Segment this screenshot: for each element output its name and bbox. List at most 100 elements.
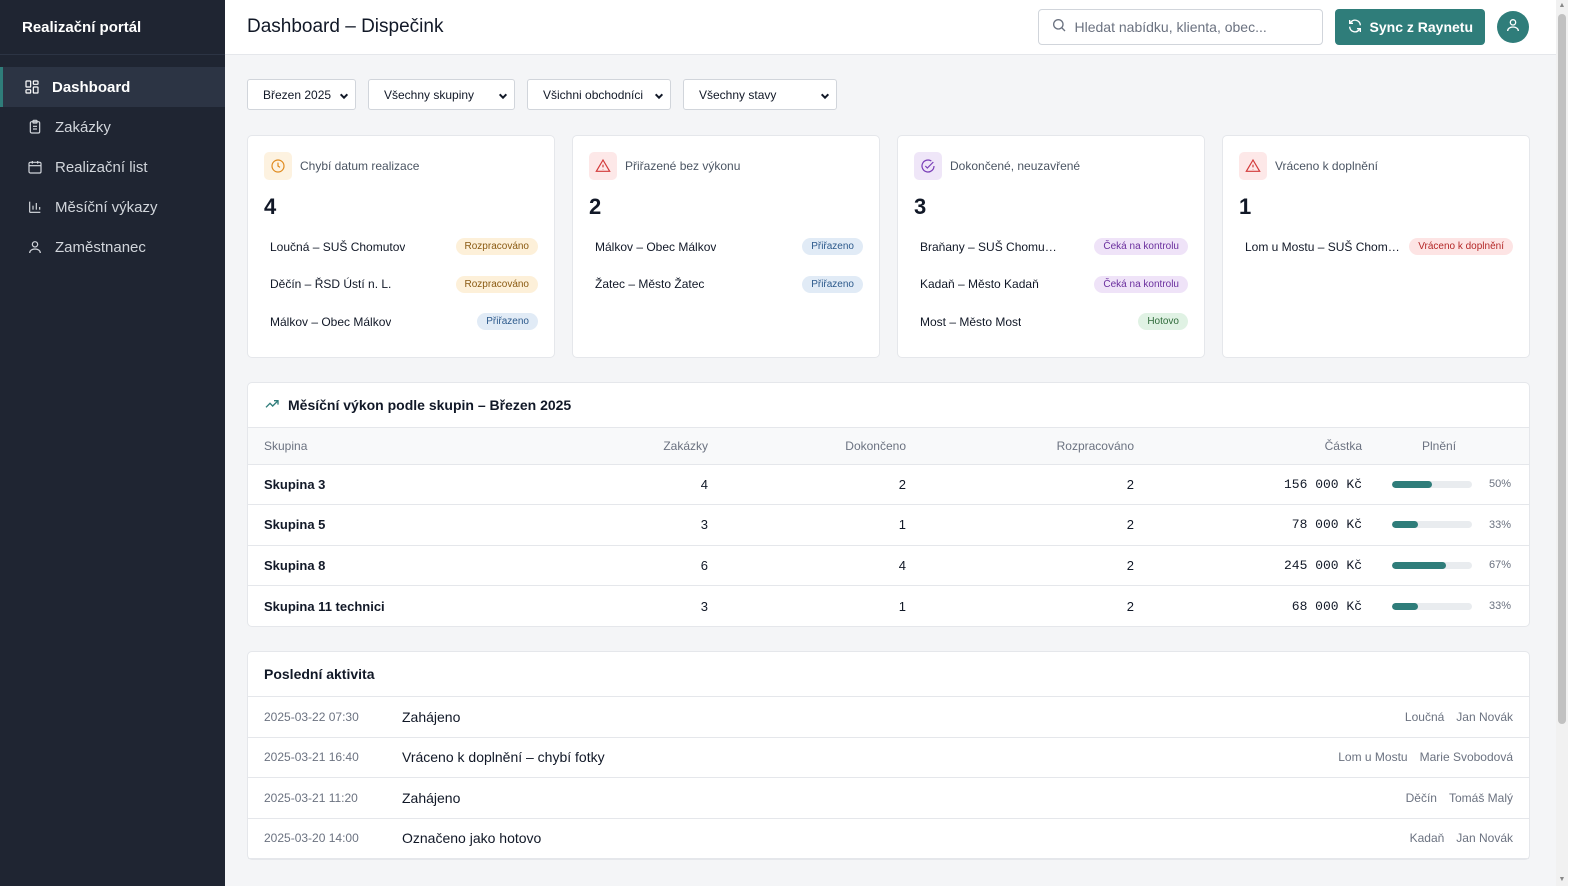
scroll-down-arrow-icon[interactable]: ▼: [1558, 876, 1566, 883]
activity-time: 2025-03-21 16:40: [264, 750, 359, 765]
performance-panel: Měsíční výkon podle skupin – Březen 2025…: [247, 382, 1530, 627]
page-title: Dashboard – Dispečink: [247, 16, 444, 37]
amount-cell: 245 000 Kč: [1134, 545, 1362, 586]
progress-percent: 67%: [1489, 559, 1512, 572]
card-row[interactable]: Loučná – SUŠ Chomutov Rozpracováno: [264, 228, 538, 266]
sidebar-item-zakazky[interactable]: Zakázky: [0, 107, 225, 147]
orders-cell: 3: [700, 598, 708, 614]
card-row[interactable]: Lom u Mostu – SUŠ Chomutov Vráceno k dop…: [1239, 228, 1513, 266]
activity-user: Tomáš Malý: [1448, 790, 1513, 805]
column-header[interactable]: Dokončeno: [708, 428, 906, 465]
done-cell: 1: [708, 504, 906, 546]
card-row[interactable]: Žatec – Město Žatec Přiřazeno: [589, 266, 863, 304]
activity-text: Vráceno k doplnění – chybí fotky: [402, 749, 605, 766]
table-row[interactable]: Skupina 3 4 2 2 156 000 Kč 50%: [248, 464, 1529, 505]
vertical-scrollbar[interactable]: ▲ ▼: [1556, 0, 1568, 886]
bar-chart-icon: [27, 199, 43, 215]
search-box[interactable]: [1037, 9, 1323, 45]
sync-button[interactable]: Sync z Raynetu: [1334, 9, 1485, 45]
progress-bar: [1392, 561, 1472, 569]
orders-cell: 4: [448, 464, 708, 505]
sales-filter[interactable]: Všichni obchodníci: [527, 79, 671, 110]
trending-up-icon: [264, 396, 288, 415]
group-cell: Skupina 8: [248, 545, 448, 586]
activity-time: 2025-03-20 14:00: [264, 831, 359, 846]
activity-panel: Poslední aktivita 2025-03-22 07:30 Zaháj…: [247, 651, 1530, 860]
sidebar-item-label: Realizační list: [55, 158, 148, 176]
state-filter[interactable]: Všechny stavy: [683, 79, 837, 110]
activity-user: Jan Novák: [1456, 709, 1513, 724]
done-cell: 4: [708, 545, 906, 586]
progress-fill: [1392, 521, 1419, 529]
status-badge: Rozpracováno: [455, 275, 538, 293]
card-count: 3: [914, 194, 927, 219]
status-badge: Přiřazeno: [802, 238, 863, 256]
sync-button-label: Sync z Raynetu: [1369, 19, 1473, 35]
activity-user: Marie Svobodová: [1419, 750, 1513, 765]
group-cell: Skupina 5: [248, 504, 448, 546]
in-progress-cell: 2: [906, 504, 1134, 546]
column-header[interactable]: Rozpracováno: [906, 428, 1134, 465]
status-badge: Čeká na kontrolu: [1094, 275, 1188, 293]
sidebar-item-dashboard[interactable]: Dashboard: [0, 67, 225, 107]
activity-place: Loučná: [1404, 709, 1445, 724]
activity-time: 2025-03-21 11:20: [264, 790, 358, 805]
done-cell: 1: [898, 598, 906, 614]
column-header[interactable]: Zakázky: [448, 428, 708, 465]
sidebar-item-realizacni-list[interactable]: Realizační list: [0, 147, 225, 187]
chevron-down-icon: [820, 90, 830, 100]
card-row[interactable]: Most – Město Most Hotovo: [914, 303, 1188, 341]
activity-row[interactable]: 2025-03-21 16:40 Vráceno k doplnění – ch…: [248, 738, 1529, 778]
in-progress-cell: 2: [906, 464, 1134, 505]
table-row[interactable]: Skupina 11 technici 3 1 2 68 000 Kč 33%: [248, 586, 1529, 627]
column-header[interactable]: Plnění: [1362, 428, 1529, 465]
column-header[interactable]: Částka: [1134, 428, 1362, 465]
app-brand: Realizační portál: [0, 0, 225, 55]
progress-fill: [1392, 602, 1419, 610]
activity-place: Lom u Mostu: [1338, 750, 1408, 765]
chevron-down-icon: [654, 90, 664, 100]
sidebar-item-label: Zaměstnanec: [55, 238, 146, 256]
main-content: Březen 2025 Všechny skupiny Všichni obch…: [247, 55, 1530, 860]
progress-bar: [1392, 480, 1472, 488]
column-header[interactable]: Skupina: [248, 428, 448, 465]
orders-cell: 6: [448, 545, 708, 586]
card-row[interactable]: Děčín – ŘSD Ústí n. L. Rozpracováno: [264, 266, 538, 304]
card-row[interactable]: Málkov – Obec Málkov Přiřazeno: [264, 303, 538, 341]
card-row[interactable]: Kadaň – Město Kadaň Čeká na kontrolu: [914, 266, 1188, 304]
search-input[interactable]: [1074, 19, 1315, 35]
in-progress-cell: 2: [906, 545, 1134, 586]
sidebar-item-mesicni-vykazy[interactable]: Měsíční výkazy: [0, 187, 225, 227]
card-title: Přiřazené bez výkonu: [625, 159, 741, 173]
card-title: Vráceno k doplnění: [1275, 159, 1378, 173]
table-row[interactable]: Skupina 8 6 4 2 245 000 Kč 67%: [248, 545, 1529, 586]
clock-icon: [264, 152, 292, 180]
activity-row[interactable]: 2025-03-20 14:00 Označeno jako hotovo Ka…: [248, 819, 1529, 859]
status-badge: Čeká na kontrolu: [1094, 238, 1188, 256]
activity-row[interactable]: 2025-03-21 11:20 Zahájeno Děčín Tomáš Ma…: [248, 778, 1529, 819]
card-returned: Vráceno k doplnění 1 Lom u Mostu – SUŠ C…: [1222, 135, 1530, 358]
scrollbar-thumb[interactable]: [1558, 14, 1566, 724]
progress-fill: [1392, 561, 1446, 569]
table-header-row: Skupina Zakázky Dokončeno Rozpracováno Č…: [248, 428, 1529, 465]
group-filter[interactable]: Všechny skupiny: [368, 79, 515, 110]
progress-percent: 33%: [1489, 518, 1512, 531]
chevron-down-icon: [339, 90, 349, 100]
scroll-up-arrow-icon[interactable]: ▲: [1558, 2, 1566, 9]
card-row-text: Loučná – SUŠ Chomutov: [270, 239, 406, 254]
card-missing-date: Chybí datum realizace 4 Loučná – SUŠ Cho…: [247, 135, 555, 358]
card-row[interactable]: Málkov – Obec Málkov Přiřazeno: [589, 228, 863, 266]
clipboard-icon: [27, 119, 43, 135]
user-avatar[interactable]: [1497, 11, 1529, 43]
table-row[interactable]: Skupina 5 3 1 2 78 000 Kč 33%: [248, 504, 1529, 546]
top-bar: Dashboard – Dispečink Sync z Raynetu: [225, 0, 1556, 55]
sidebar-item-zamestnanec[interactable]: Zaměstnanec: [0, 227, 225, 267]
fulfil-cell: 33%: [1362, 586, 1529, 627]
card-row-text: Málkov – Obec Málkov: [595, 239, 717, 254]
fulfil-cell: 50%: [1362, 464, 1529, 505]
sync-icon: [1347, 18, 1370, 37]
card-row-text: Kadaň – Město Kadaň: [920, 277, 1039, 292]
month-filter[interactable]: Březen 2025: [247, 79, 356, 110]
card-row[interactable]: Braňany – SUŠ Chomutov Čeká na kontrolu: [914, 228, 1188, 266]
activity-row[interactable]: 2025-03-22 07:30 Zahájeno Loučná Jan Nov…: [248, 697, 1529, 738]
